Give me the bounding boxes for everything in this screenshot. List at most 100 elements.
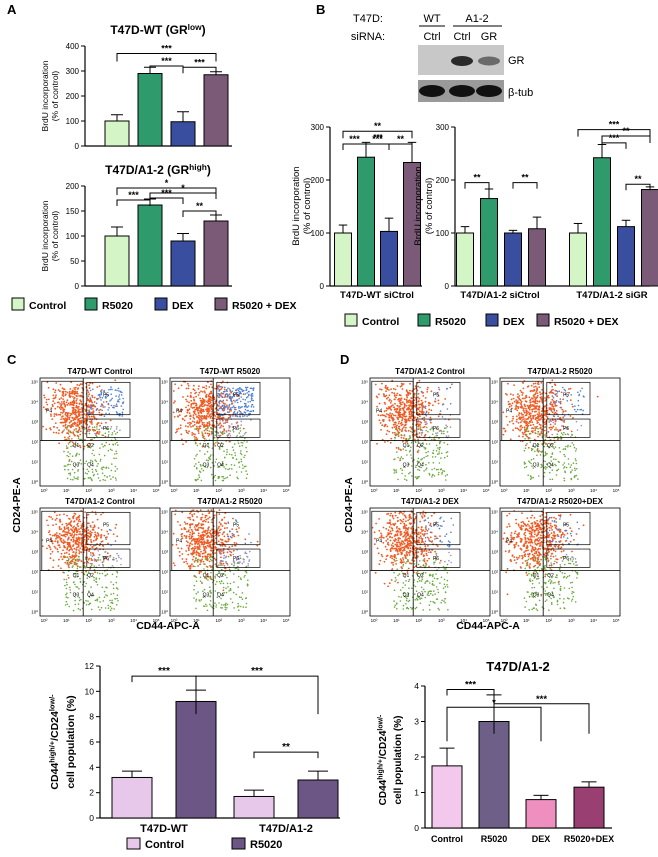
flow-dot — [236, 543, 238, 545]
flow-dot — [560, 438, 562, 440]
flow-dot — [122, 398, 124, 400]
flow-dot — [235, 390, 237, 392]
flow-dot — [379, 419, 381, 421]
flow-dot — [78, 537, 80, 539]
flow-dot — [537, 436, 539, 438]
flow-dot — [205, 388, 207, 390]
flow-dot — [116, 582, 118, 584]
flow-y-tick: 10⁰ — [361, 480, 368, 485]
legend-swatch — [345, 314, 357, 326]
flow-dot — [94, 426, 96, 428]
flow-dot — [111, 450, 113, 452]
flow-dot — [210, 595, 212, 597]
flow-dot — [432, 404, 434, 406]
flow-dot — [97, 584, 99, 586]
flow-dot — [423, 420, 425, 422]
flow-dot — [101, 534, 103, 536]
flow-dot — [189, 532, 191, 534]
flow-dot — [206, 459, 208, 461]
flow-dot — [410, 454, 412, 456]
flow-dot — [225, 574, 227, 576]
flow-dot — [409, 426, 411, 428]
flow-dot — [213, 397, 215, 399]
flow-dot — [196, 404, 198, 406]
flow-dot — [529, 409, 531, 411]
flow-dot — [187, 395, 189, 397]
flow-dot — [200, 519, 202, 521]
flow-dot — [540, 451, 542, 453]
flow-dot — [91, 532, 93, 534]
flow-dot — [207, 518, 209, 520]
flow-dot — [188, 536, 190, 538]
significance-bracket — [513, 183, 537, 189]
flow-dot — [405, 415, 407, 417]
flow-dot — [85, 583, 87, 585]
flow-dot — [208, 542, 210, 544]
flow-dot — [204, 390, 206, 392]
flow-dot — [68, 606, 70, 608]
flow-dot — [518, 412, 520, 414]
flow-dot — [512, 429, 514, 431]
flow-dot — [516, 410, 518, 412]
flow-dot — [573, 444, 575, 446]
flow-y-tick: 10⁴ — [491, 400, 498, 405]
flow-dot — [236, 477, 238, 479]
flow-dot — [84, 446, 86, 448]
flow-dot — [203, 437, 205, 439]
flow-dot — [448, 435, 450, 437]
flow-dot — [74, 529, 76, 531]
flow-dot — [198, 554, 200, 556]
flow-dot — [242, 435, 244, 437]
flow-dot — [198, 532, 200, 534]
flow-gate-label: P4 — [176, 409, 182, 415]
flow-dot — [50, 553, 52, 555]
flow-dot — [197, 591, 199, 593]
flow-dot — [67, 414, 69, 416]
flow-dot — [191, 529, 193, 531]
flow-dot — [186, 563, 188, 565]
flow-dot — [409, 405, 411, 407]
flow-dot — [525, 447, 527, 449]
flow-dot — [194, 543, 196, 545]
flow-dot — [116, 576, 118, 578]
flow-dot — [180, 427, 182, 429]
flow-dot — [69, 464, 71, 466]
flow-dot — [402, 458, 404, 460]
flow-dot — [563, 478, 565, 480]
flow-x-tick: 10³ — [238, 618, 245, 623]
flow-dot — [221, 539, 223, 541]
flow-dot — [394, 437, 396, 439]
flow-dot — [524, 412, 526, 414]
flow-dot — [219, 522, 221, 524]
flow-dot — [53, 559, 55, 561]
flow-dot — [247, 583, 249, 585]
flow-dot — [69, 442, 71, 444]
flow-dot — [70, 525, 72, 527]
flow-dot — [403, 426, 405, 428]
flow-y-tick: 10² — [491, 440, 498, 445]
chart-a1-title: T47D-WT (GRlow) — [110, 22, 205, 37]
flow-dot — [66, 593, 68, 595]
flow-dot — [72, 559, 74, 561]
flow-dot — [577, 478, 579, 480]
flow-dot — [66, 428, 68, 430]
flow-dot — [228, 540, 230, 542]
flow-dot — [402, 418, 404, 420]
flow-dot — [419, 380, 421, 382]
flow-dot — [251, 400, 253, 402]
flow-dot — [225, 406, 227, 408]
flow-dot — [220, 431, 222, 433]
flow-dot — [237, 399, 239, 401]
flow-dot — [116, 453, 118, 455]
flow-dot — [206, 405, 208, 407]
flow-dot — [181, 536, 183, 538]
flow-dot — [431, 476, 433, 478]
flow-dot — [398, 421, 400, 423]
flow-dot — [388, 417, 390, 419]
flow-dot — [223, 587, 225, 589]
flow-dot — [252, 388, 254, 390]
flow-dot — [209, 561, 211, 563]
flow-gate-label: P6 — [233, 426, 239, 432]
blot-gr-band — [451, 56, 473, 66]
flow-dot — [579, 409, 581, 411]
